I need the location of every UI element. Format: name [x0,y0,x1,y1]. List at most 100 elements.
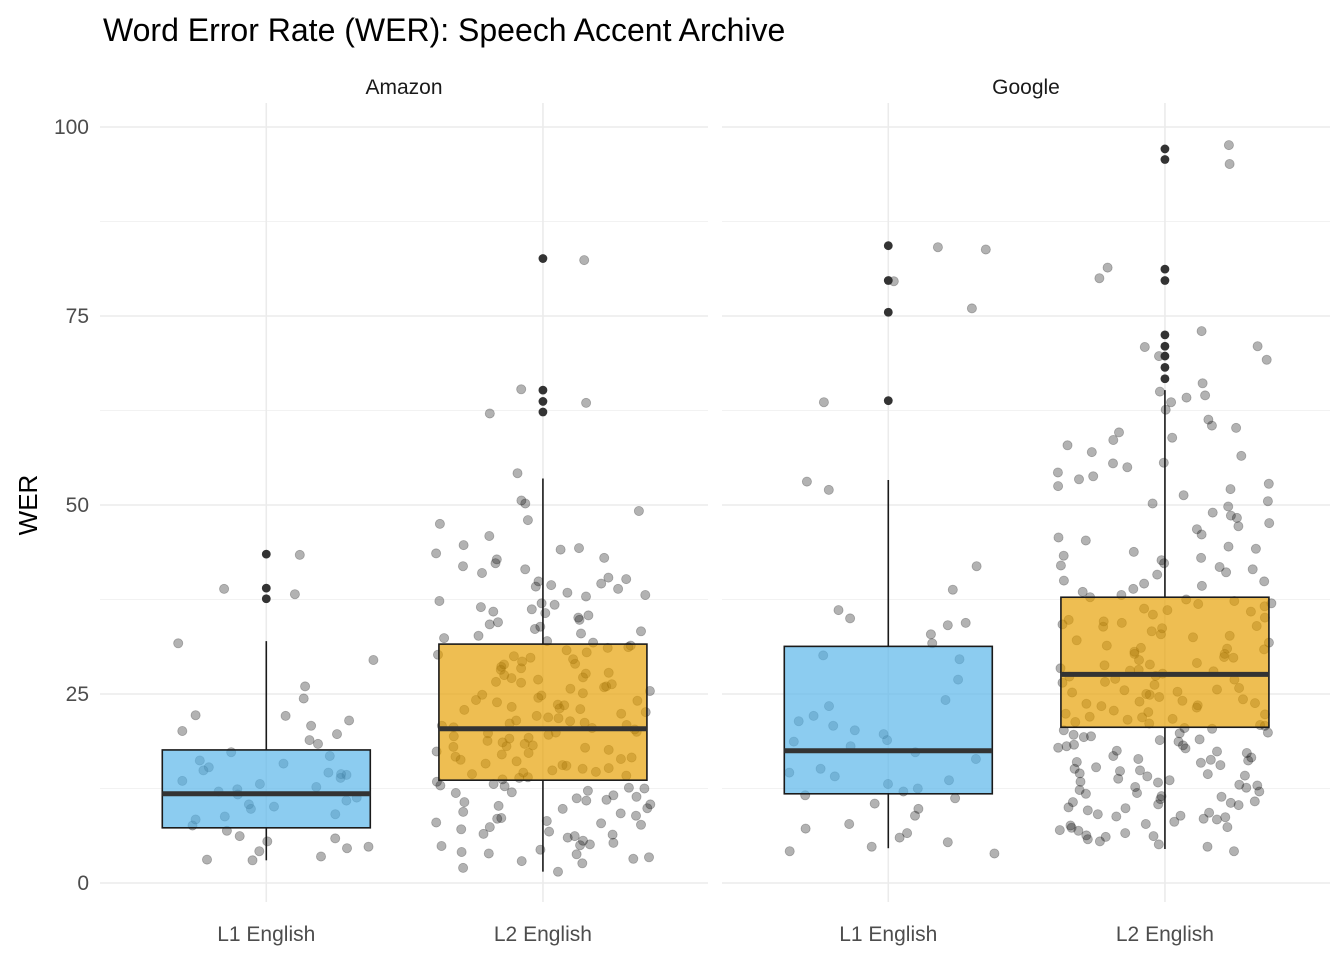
jitter-point [623,782,634,793]
jitter-point [1241,748,1252,759]
jitter-point [536,598,547,609]
jitter-point [493,800,504,811]
x-tick-label: L1 English [217,923,315,946]
jitter-point [1153,777,1164,788]
boxplot-layer [161,390,1270,872]
jitter-point [818,397,829,408]
jitter-point [1156,791,1167,802]
jitter-point [1249,796,1260,807]
jitter-point [613,583,624,594]
jitter-point [932,242,943,253]
jitter-point [1152,569,1163,580]
jitter-point [1075,776,1086,787]
jitter-point [950,793,961,804]
jitter-point [1086,447,1097,458]
jitter-point [1074,474,1085,485]
jitter-point [800,823,811,834]
jitter-point [1052,467,1063,478]
jitter-point [1247,564,1258,575]
box-iqr [783,645,994,795]
jitter-point [522,515,533,526]
jitter-point [866,841,877,852]
jitter-point [577,858,588,869]
jitter-point [298,693,309,704]
jitter-point [576,628,587,639]
jitter-point [942,837,953,848]
jitter-point [1262,496,1273,507]
jitter-point [1108,458,1119,469]
jitter-point [1067,797,1078,808]
jitter-point [492,617,503,628]
outlier-point [538,407,548,417]
jitter-point [1068,729,1079,740]
jitter-point [1108,434,1119,445]
jitter-point [1069,739,1080,750]
outlier-point [538,385,548,395]
jitter-point [368,655,379,666]
jitter-point [484,822,495,833]
outlier-point [1160,330,1170,340]
jitter-point [1122,462,1133,473]
jitter-point [1102,262,1113,273]
jitter-point [1204,807,1215,818]
jitter-point [540,608,551,619]
jitter-point [304,735,315,746]
jitter-point [1234,779,1245,790]
jitter-point [575,840,586,851]
jitter-point [1159,558,1170,569]
jitter-point [631,791,642,802]
jitter-point [573,612,584,623]
jitter-point [1229,846,1240,857]
jitter-point [636,819,647,830]
jitter-point [603,572,614,583]
jitter-point [1120,803,1131,814]
jitter-point [1147,498,1158,509]
jitter-point [1073,825,1084,836]
jitter-point [615,808,626,819]
jitter-point [1100,831,1111,842]
jitter-point [1091,762,1102,773]
jitter-point [1054,825,1065,836]
jitter-point [1094,273,1105,284]
jitter-point [833,605,844,616]
jitter-point [1061,741,1072,752]
jitter-point [1074,768,1085,779]
y-tick-label: 100 [54,116,89,139]
jitter-point [530,581,541,592]
jitter-point [1264,518,1275,529]
outlier-point [1160,276,1170,285]
jitter-point [582,785,593,796]
jitter-point [1058,550,1069,561]
jitter-point [457,561,468,572]
jitter-point [473,630,484,641]
jitter-point [642,803,653,814]
jitter-point [492,813,503,824]
jitter-point [1156,555,1167,566]
jitter-point [628,853,639,864]
jitter-point [1082,805,1093,816]
outlier-layer [261,144,1170,604]
jitter-point [1178,490,1189,501]
jitter-point [330,833,341,844]
jitter-point [555,544,566,555]
jitter-point [1224,158,1235,169]
jitter-point [344,715,355,726]
jitter-point [581,795,592,806]
jitter-point [1140,819,1151,830]
jitter-point [1222,822,1233,833]
jitter-point [439,633,450,644]
jitter-point [844,819,855,830]
jitter-point [621,574,632,585]
jitter-point [644,852,655,863]
jitter-point [1153,799,1164,810]
jitter-point [571,849,582,860]
jitter-point [942,620,953,631]
jitter-point [459,797,470,808]
jitter-point [1197,378,1208,389]
jitter-point [596,818,607,829]
jitter-point [431,817,442,828]
jitter-point [529,624,540,635]
y-tick-label: 50 [66,494,89,517]
jitter-point [1173,736,1184,747]
